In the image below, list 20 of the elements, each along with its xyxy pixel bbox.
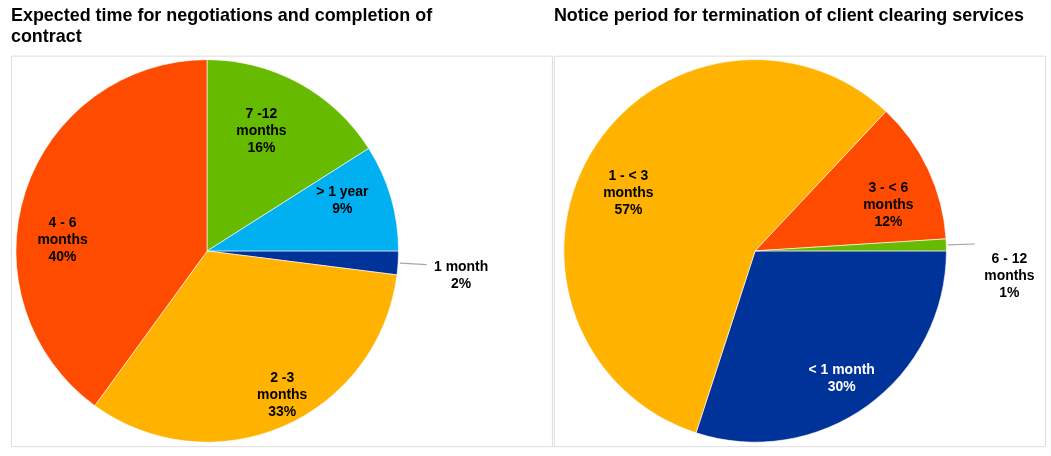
slice-label: 7 -12 months [236,104,287,138]
data-label: 57% [614,200,643,217]
slice-label: 1 month [434,257,489,274]
data-label: 1% [999,283,1021,300]
slice-label: 2 -3 months [257,368,308,402]
slice-label: 1 - < 3 months [603,166,654,200]
slice-label: < 1 month [808,361,875,378]
chart-title: Notice period for termination of client clearing services [553,4,1024,25]
data-label: 2% [451,274,472,291]
slice-label: 3 - < 6 months [863,179,914,213]
data-label: 33% [268,402,297,419]
slice-label: 6 - 12 months [984,249,1035,283]
data-label: 16% [247,138,276,155]
data-label: 40% [48,248,78,265]
data-label: 12% [874,213,903,230]
data-label: 9% [332,200,354,217]
slice-label: 4 - 6 months [37,214,88,248]
chart-title: Expected time for negotiations and completion of contract [10,4,433,46]
data-label: 30% [827,377,857,394]
slice-label: > 1 year [316,183,370,200]
